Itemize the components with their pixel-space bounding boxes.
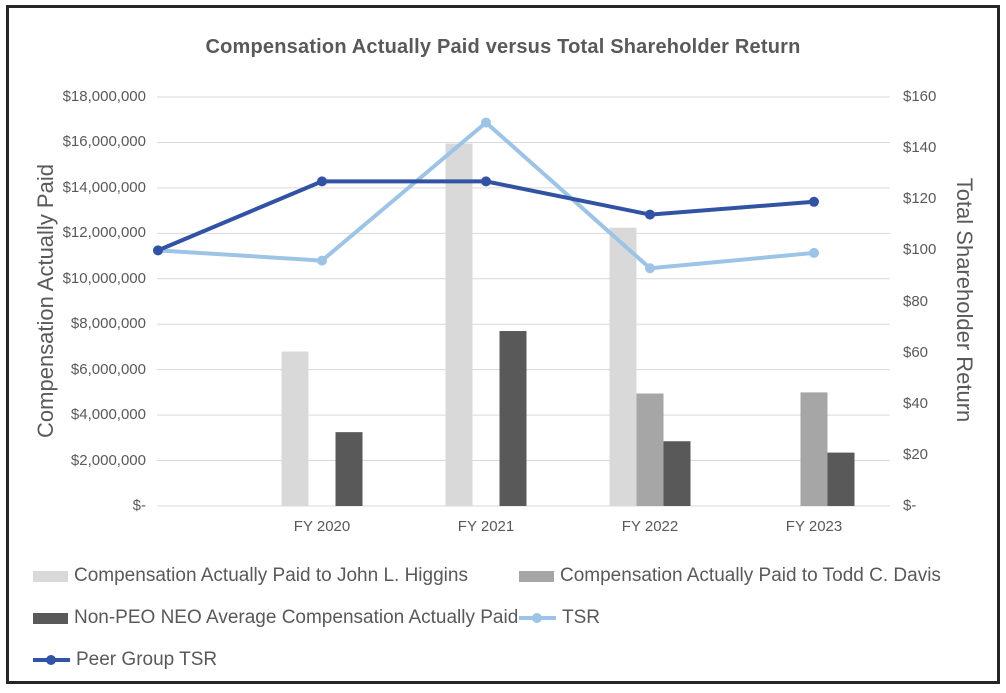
- right-axis-tick: $140: [903, 139, 937, 157]
- x-axis-label: FY 2021: [457, 518, 515, 535]
- legend-label-tsr: TSR: [562, 607, 600, 628]
- right-axis-tick: $-: [903, 497, 917, 514]
- bar-non-peo-neo-average-compensation-actually-paid: [663, 441, 691, 506]
- right-axis-tick: $120: [903, 190, 937, 208]
- legend-item-higgins: Compensation Actually Paid to John L. Hi…: [33, 565, 468, 587]
- legend-label-davis: Compensation Actually Paid to Todd C. Da…: [560, 565, 941, 586]
- right-axis-tick: $40: [903, 394, 929, 412]
- x-axis-label: FY 2022: [621, 518, 679, 535]
- line-peer-group-tsr: [156, 179, 816, 253]
- legend-line-tsr: [519, 613, 556, 624]
- left-axis-title: Compensation Actually Paid: [33, 164, 58, 438]
- left-axis-tick: $4,000,000: [70, 406, 146, 424]
- legend-item-davis: Compensation Actually Paid to Todd C. Da…: [519, 565, 941, 587]
- bar-compensation-actually-paid-to-todd-c-davis: [636, 393, 664, 506]
- right-axis-tick: $80: [903, 292, 929, 310]
- right-axis-tick: $60: [903, 343, 929, 361]
- marker-peer-group-tsr: [317, 176, 327, 187]
- left-axis-tick: $-: [132, 497, 146, 514]
- right-axis-tick: $160: [903, 88, 937, 105]
- legend-item-peer-group-tsr: Peer Group TSR: [33, 649, 217, 671]
- right-axis-tick: $20: [903, 445, 929, 463]
- legend-swatch-davis: [519, 570, 554, 582]
- right-axis-title: Total Shareholder Return: [952, 177, 977, 423]
- left-axis-tick: $2,000,000: [70, 451, 146, 469]
- left-axis-tick: $8,000,000: [70, 315, 146, 333]
- marker-tsr: [481, 117, 491, 128]
- legend-line-peer-group-tsr: [33, 655, 70, 666]
- marker-tsr: [317, 255, 327, 266]
- left-axis-tick: $12,000,000: [62, 224, 146, 242]
- marker-peer-group-tsr: [645, 209, 655, 220]
- marker-peer-group-tsr: [153, 245, 163, 256]
- left-axis-tick: $18,000,000: [62, 88, 146, 105]
- bar-non-peo-neo-average-compensation-actually-paid: [335, 432, 363, 506]
- legend-marker-tsr-icon: [532, 613, 542, 623]
- line-tsr: [156, 120, 816, 271]
- marker-tsr: [809, 247, 819, 258]
- left-axis-tick: $14,000,000: [62, 178, 146, 196]
- bar-compensation-actually-paid-to-john-l-higgins: [609, 227, 637, 506]
- right-axis-tick: $100: [903, 241, 937, 259]
- legend-swatch-higgins: [33, 570, 68, 582]
- bar-non-peo-neo-average-compensation-actually-paid: [827, 452, 855, 506]
- bar-compensation-actually-paid-to-john-l-higgins: [445, 143, 473, 506]
- legend-label-non-peo-neo: Non-PEO NEO Average Compensation Actuall…: [74, 607, 519, 628]
- left-axis-tick: $16,000,000: [62, 133, 146, 151]
- legend-swatch-non-peo-neo: [33, 612, 68, 624]
- left-axis-tick: $10,000,000: [62, 269, 146, 287]
- legend-marker-peer-group-tsr-icon: [46, 655, 56, 665]
- bar-compensation-actually-paid-to-john-l-higgins: [281, 351, 309, 506]
- x-axis-label: FY 2020: [293, 518, 351, 535]
- legend-label-higgins: Compensation Actually Paid to John L. Hi…: [74, 565, 468, 586]
- marker-tsr: [645, 263, 655, 274]
- marker-peer-group-tsr: [481, 176, 491, 187]
- legend-label-peer-group-tsr: Peer Group TSR: [76, 649, 218, 670]
- bar-non-peo-neo-average-compensation-actually-paid: [499, 331, 527, 506]
- bar-compensation-actually-paid-to-todd-c-davis: [800, 392, 828, 506]
- left-axis-tick: $6,000,000: [70, 360, 146, 378]
- x-axis-label: FY 2023: [785, 518, 843, 535]
- marker-peer-group-tsr: [809, 196, 819, 207]
- legend-item-non-peo-neo: Non-PEO NEO Average Compensation Actuall…: [33, 607, 518, 629]
- legend-item-tsr: TSR: [519, 607, 600, 629]
- chart-title: Compensation Actually Paid versus Total …: [205, 36, 801, 58]
